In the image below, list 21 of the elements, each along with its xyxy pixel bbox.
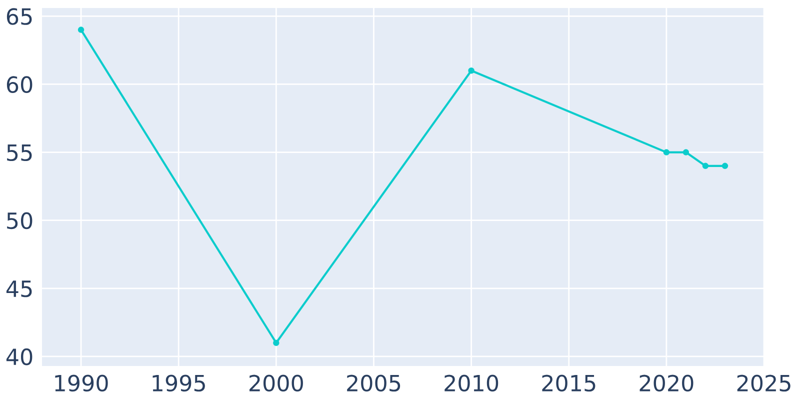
x-tick-label: 2010	[444, 374, 498, 392]
point	[682, 149, 690, 156]
y-tick-label: 65	[6, 8, 32, 25]
x-tick-label: 2000	[250, 374, 303, 392]
y-tick-label: 40	[6, 348, 32, 366]
x-tick-label: 1990	[55, 374, 108, 392]
y-tick-label: 55	[7, 144, 32, 162]
point	[273, 340, 280, 346]
y-tick-label: 60	[6, 76, 32, 93]
x-tick-label: 1995	[152, 374, 205, 392]
x-tick-label: 2020	[640, 374, 694, 392]
y-tick-label: 45	[6, 280, 32, 298]
x-tick-label: 2005	[347, 374, 400, 392]
y-tick-label: 50	[7, 212, 32, 230]
x-tick-label: 2015	[542, 374, 596, 392]
point	[702, 162, 709, 170]
point	[468, 67, 474, 74]
point	[722, 162, 728, 170]
point	[663, 149, 670, 156]
x-tick-label: 2025	[737, 374, 790, 392]
point	[78, 26, 84, 33]
